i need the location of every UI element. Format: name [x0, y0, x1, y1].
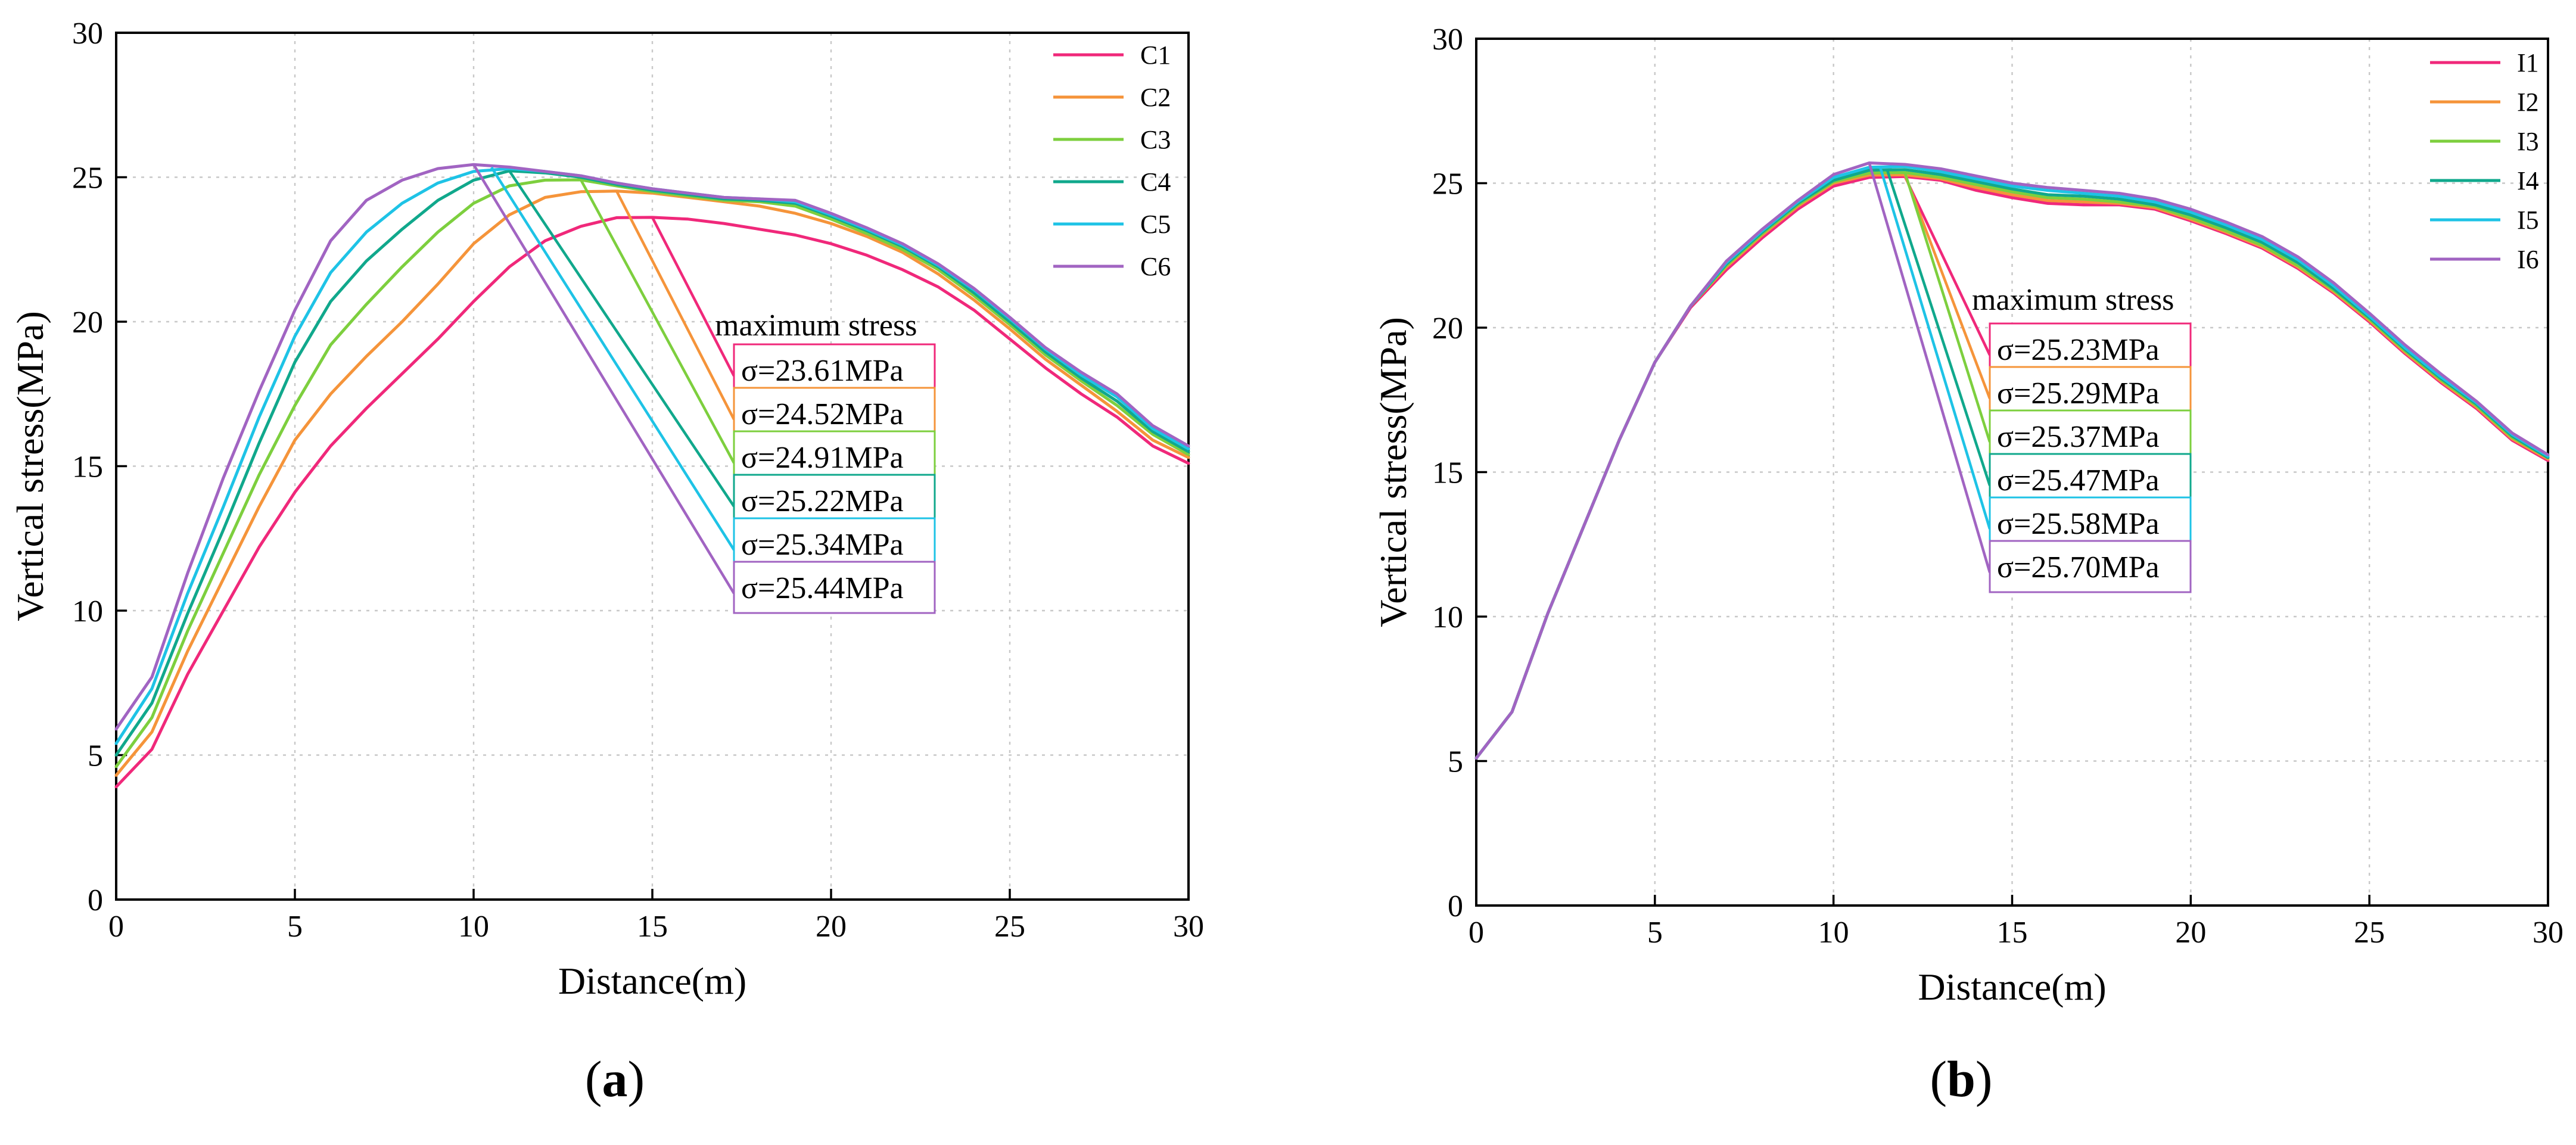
y-tick-label-0: 0: [1448, 889, 1463, 923]
y-tick-label-5: 25: [1432, 167, 1463, 201]
y-tick-label-2: 10: [1432, 600, 1463, 634]
annotation-leader-i5: [1878, 166, 1992, 530]
series-line-c6: [114, 163, 1190, 731]
x-tick-label-4: 20: [2175, 916, 2206, 950]
annotation-leader-i2: [1903, 174, 1992, 399]
annotation-leader-i1: [1903, 176, 1992, 356]
annotation-text-c4: σ=25.22MPa: [741, 484, 904, 518]
x-tick-label-6: 30: [1173, 910, 1204, 944]
annotation-text-c2: σ=24.52MPa: [741, 397, 904, 431]
x-tick-label-0: 0: [1469, 916, 1484, 950]
x-tick-label-2: 10: [1818, 916, 1849, 950]
annotation-title: maximum stress: [715, 309, 917, 343]
y-tick-label-4: 20: [1432, 312, 1463, 346]
annotation-leader-i6: [1868, 162, 1992, 573]
annotation-leader-c5: [490, 166, 735, 551]
y-tick-label-1: 5: [88, 739, 103, 773]
x-tick-label-6: 30: [2533, 916, 2563, 950]
legend-label-i5: I5: [2517, 206, 2539, 235]
chart-a: 0 5 10 15 20 25 30 0 5 10 15 20 25 30 Distance(m) Verti…: [9, 17, 1204, 1002]
annotation-text-i1: σ=25.23MPa: [1997, 333, 2160, 367]
annotation-text-c3: σ=24.91MPa: [741, 441, 904, 475]
annotation-text-i2: σ=25.29MPa: [1997, 377, 2160, 410]
annotation-leader-c3: [580, 179, 735, 464]
y-tick-label-5: 25: [72, 161, 103, 195]
annotation-text-i6: σ=25.70MPa: [1997, 550, 2160, 584]
x-axis-label: Distance(m): [1918, 966, 2106, 1008]
annotation-box-i6: [1989, 540, 2192, 593]
panel-label-b: (b): [1930, 1050, 1992, 1107]
annotation-text-i5: σ=25.58MPa: [1997, 507, 2160, 541]
annotation-text-c5: σ=25.34MPa: [741, 528, 904, 562]
annotation-leader-i3: [1903, 172, 1992, 443]
y-axis-label: Vertical stress(MPa): [9, 311, 51, 621]
legend-label-i2: I2: [2517, 88, 2539, 117]
legend-label-c3: C3: [1140, 125, 1171, 154]
y-tick-label-4: 20: [72, 306, 103, 340]
x-tick-label-1: 5: [1647, 916, 1663, 950]
y-tick-label-6: 30: [1432, 23, 1463, 57]
annotation-text-c1: σ=23.61MPa: [741, 354, 904, 388]
x-axis-label: Distance(m): [558, 960, 746, 1002]
legend-label-i3: I3: [2517, 127, 2539, 156]
series-line-c1: [114, 216, 1190, 789]
x-tick-label-4: 20: [816, 910, 847, 944]
x-tick-label-1: 5: [287, 910, 303, 944]
x-tick-label-3: 15: [637, 910, 668, 944]
y-tick-label-2: 10: [72, 595, 103, 628]
x-tick-label-0: 0: [108, 910, 124, 944]
annotation-leader-c1: [651, 216, 736, 377]
annotation-leader-i4: [1886, 169, 1992, 486]
annotation-box-c6: [733, 561, 936, 614]
y-tick-label-1: 5: [1448, 745, 1463, 779]
legend-label-c6: C6: [1140, 252, 1171, 281]
legend-label-c5: C5: [1140, 210, 1171, 239]
annotation-leader-c6: [472, 163, 735, 595]
legend-label-c1: C1: [1140, 41, 1171, 70]
y-tick-label-3: 15: [72, 450, 103, 484]
panel-label-a: (a): [585, 1050, 645, 1107]
annotation-text-c6: σ=25.44MPa: [741, 571, 904, 605]
y-tick-label-0: 0: [88, 883, 103, 917]
x-tick-label-3: 15: [1997, 916, 2028, 950]
legend-label-i1: I1: [2517, 48, 2539, 77]
y-tick-label-3: 15: [1432, 456, 1463, 490]
annotation-leader-c4: [508, 170, 735, 508]
legend-label-i4: I4: [2517, 166, 2539, 195]
y-tick-label-6: 30: [72, 17, 103, 51]
annotation-text-i3: σ=25.37MPa: [1997, 420, 2160, 454]
x-tick-label-5: 25: [2354, 916, 2385, 950]
series-line-c5: [114, 167, 1190, 745]
x-tick-label-2: 10: [458, 910, 489, 944]
x-tick-label-5: 25: [994, 910, 1025, 944]
chart-b: 0 5 10 15 20 25 30 0 5 10 15 20 25 30 Distance(m) Verti…: [1372, 23, 2563, 1008]
series-line-i6: [1474, 161, 2550, 760]
legend-label-i6: I6: [2517, 245, 2539, 274]
annotation-text-i4: σ=25.47MPa: [1997, 463, 2160, 497]
annotation-leader-c2: [615, 190, 736, 421]
y-axis-label: Vertical stress(MPa): [1372, 317, 1414, 627]
legend-label-c2: C2: [1140, 83, 1171, 112]
annotation-title: maximum stress: [1972, 283, 2174, 317]
legend-label-c4: C4: [1140, 167, 1171, 197]
